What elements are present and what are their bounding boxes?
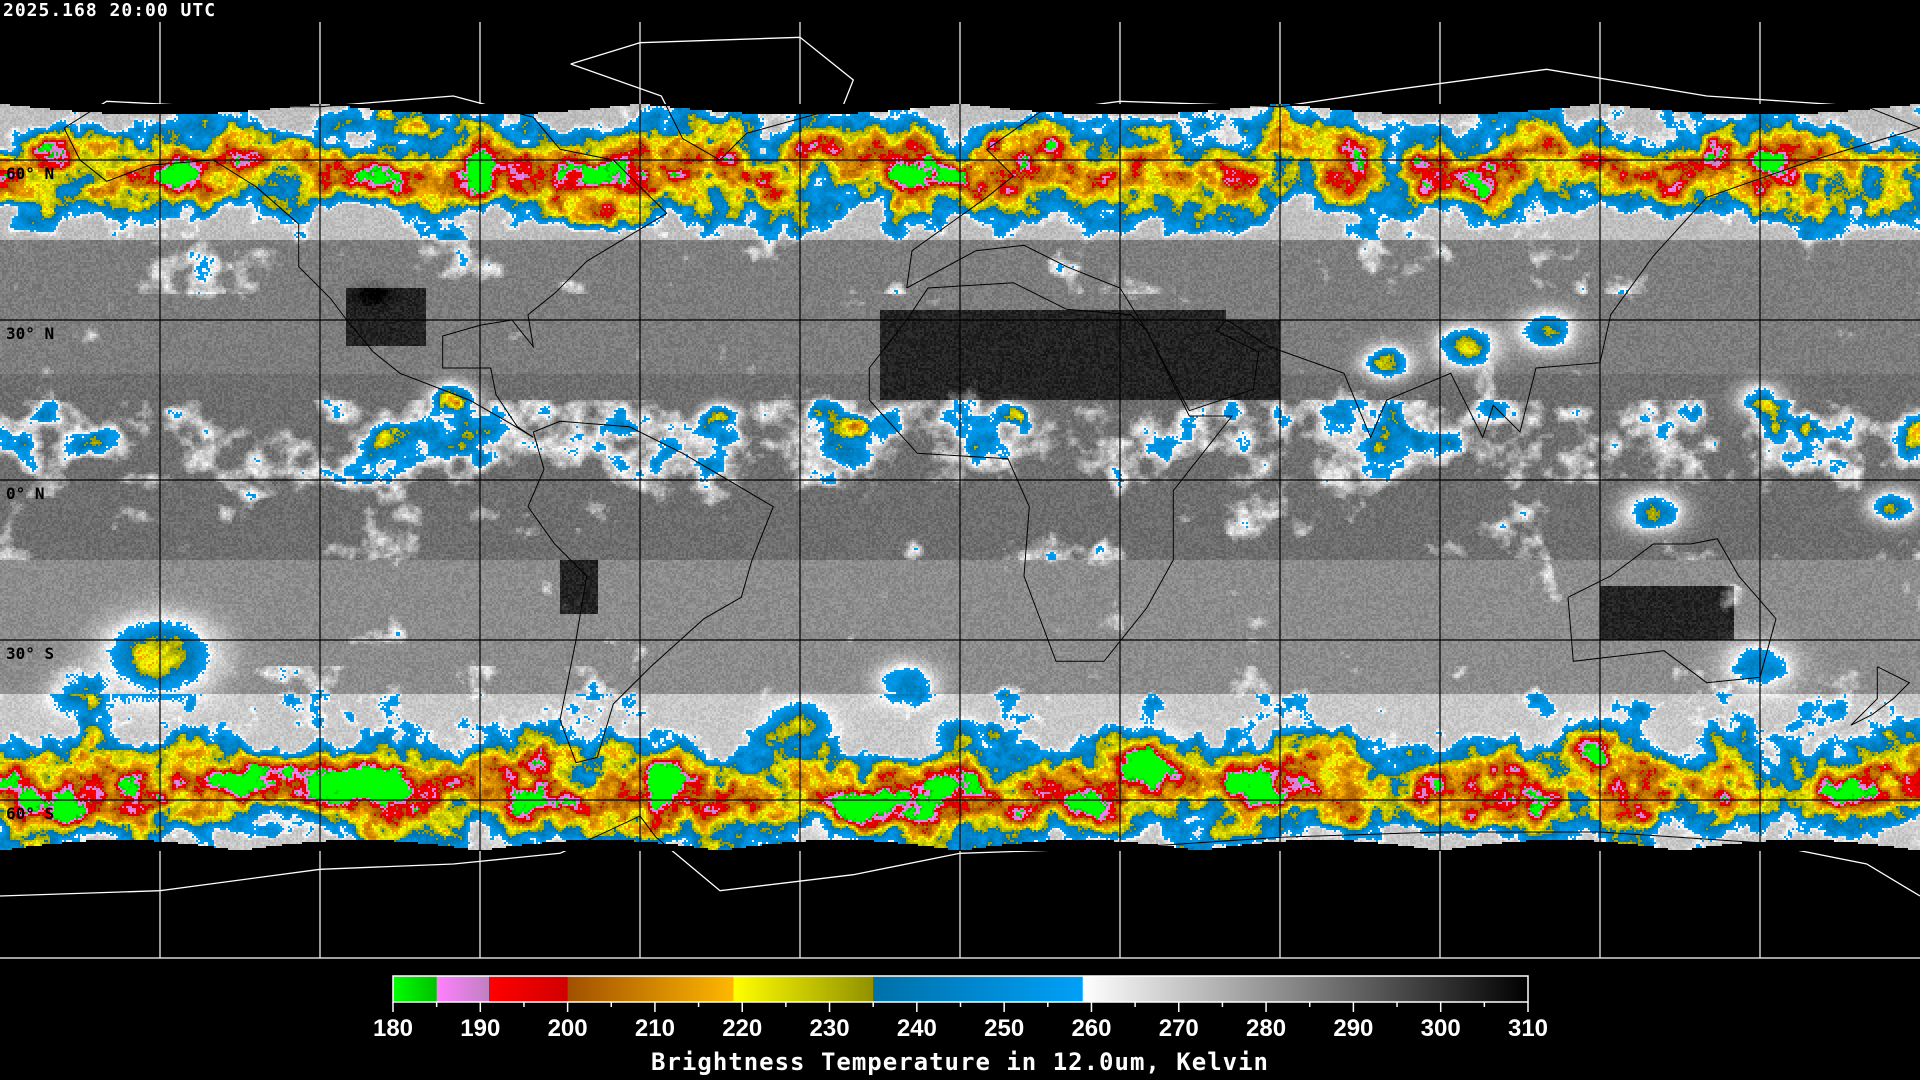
colorbar-tick-label: 260 [1071,1015,1111,1042]
colorbar-tick-label: 280 [1246,1015,1286,1042]
colorbar: 180 190 200 210 220 230 240 250 260 270 280 290 300 3… [373,975,1548,1042]
colorbar-segments [393,976,1529,1002]
colorbar-tick-labels: 180 190 200 210 220 230 240 250 260 270 280 290 300 3… [373,1015,1548,1042]
satellite-map: 2025.168 20:00 UTC 60° N 30° N 0° N 30° … [0,0,1920,960]
colorbar-title: Brightness Temperature in 12.0um, Kelvin [651,1048,1269,1076]
colorbar-tick-label: 250 [984,1015,1024,1042]
timestamp: 2025.168 20:00 UTC [3,0,217,21]
lat-label-60n: 60° N [6,164,55,183]
colorbar-tick-label: 210 [635,1015,675,1042]
graticule [0,22,1920,959]
colorbar-tick-label: 300 [1421,1015,1461,1042]
colorbar-tick-label: 270 [1159,1015,1199,1042]
coastline [63,95,668,438]
colorbar-segment [1082,976,1529,1002]
coastline-polar [570,36,855,161]
coastline [868,282,1234,662]
lat-label-0n: 0° N [6,484,45,503]
coastlines [0,36,1920,897]
coastline-polar [63,95,668,438]
coastline [570,36,854,161]
coastline [1850,666,1911,726]
lat-label-30s: 30° S [6,644,55,663]
colorbar-segment [489,976,569,1002]
colorbar-segment [733,976,874,1002]
colorbar-segment [393,976,438,1002]
colorbar-ticks [392,1002,1529,1012]
coastline [906,68,1920,439]
colorbar-segment [567,976,734,1002]
colorbar-tick-label: 230 [810,1015,850,1042]
colorbar-tick-label: 290 [1333,1015,1373,1042]
coastline-polar [906,68,1920,439]
colorbar-tick-label: 190 [460,1015,500,1042]
lat-label-30n: 30° N [6,324,55,343]
colorbar-segment [873,976,1084,1002]
colorbar-tick-label: 200 [548,1015,588,1042]
colorbar-segment [436,976,490,1002]
lat-label-60s: 60° S [6,804,55,823]
colorbar-tick-label: 310 [1508,1015,1548,1042]
colorbar-tick-label: 180 [373,1015,413,1042]
coastline [527,420,774,764]
coastline [1567,538,1777,684]
map-overlay [0,22,1920,959]
colorbar-tick-label: 220 [722,1015,762,1042]
colorbar-tick-label: 240 [897,1015,937,1042]
